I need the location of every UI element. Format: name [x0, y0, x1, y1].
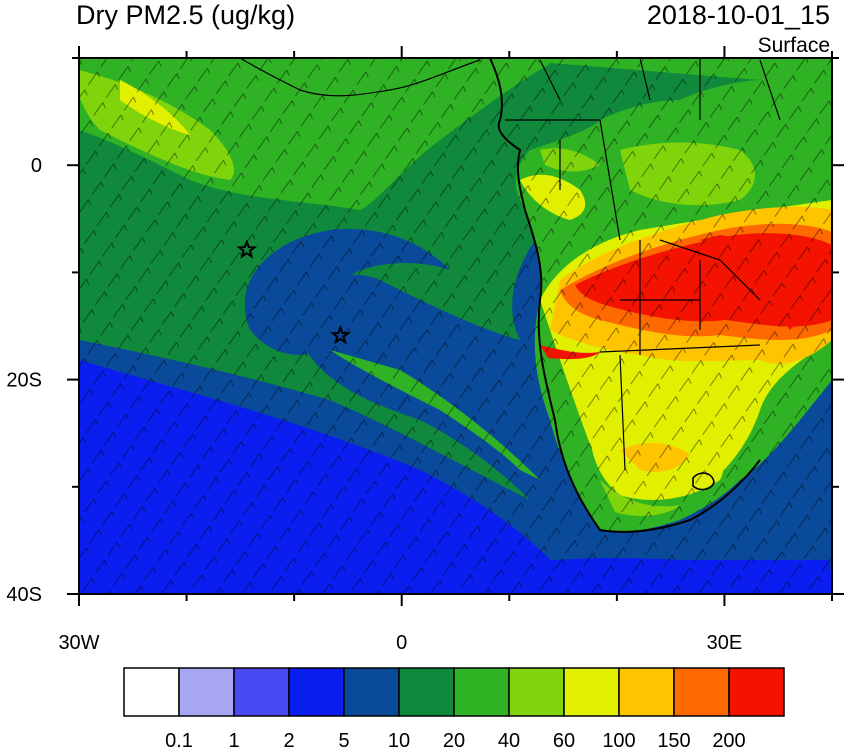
pm25-field: [79, 58, 832, 594]
colorbar-label: 5: [338, 730, 349, 750]
colorbar-label: 150: [657, 730, 690, 750]
colorbar-swatch: [508, 667, 565, 717]
colorbar-label: 1: [228, 730, 239, 750]
colorbar-label: 100: [602, 730, 635, 750]
colorbar-label: 0.1: [165, 730, 193, 750]
colorbar-swatch: [288, 667, 345, 717]
valid-time: 2018-10-01_15: [646, 0, 830, 30]
colorbar-labels: 0.1 1 2 5 10 20 40 60 100 150 200: [165, 730, 746, 750]
y-tick-label: 0: [31, 155, 42, 177]
colorbar-label: 40: [498, 730, 520, 750]
colorbar-swatch: [728, 667, 785, 717]
x-tick-label: 30W: [58, 632, 99, 654]
level-label: Surface: [757, 34, 830, 57]
colorbar-swatch: [233, 667, 290, 717]
x-tick-label: 0: [396, 632, 407, 654]
colorbar-swatch: [398, 667, 455, 717]
colorbar-label: 10: [388, 730, 410, 750]
colorbar-swatch: [178, 667, 235, 717]
colorbar-swatch: [618, 667, 675, 717]
star-marker: [330, 324, 351, 345]
y-tick-label: 20S: [6, 370, 42, 392]
colorbar-swatch: [453, 667, 510, 717]
colorbar-label: 20: [443, 730, 465, 750]
plot-frame: [78, 57, 833, 595]
colorbar-swatch: [123, 667, 180, 717]
axis-ticks: [67, 46, 844, 606]
station-markers: [236, 239, 351, 345]
axis-labels: 30W 0 30E 0 20S 40S: [6, 155, 742, 654]
plot-title: Dry PM2.5 (ug/kg): [76, 0, 296, 30]
colorbar-label: 2: [283, 730, 294, 750]
colorbar-swatch: [343, 667, 400, 717]
colorbar-label: 60: [553, 730, 575, 750]
y-tick-label: 40S: [6, 584, 42, 606]
colorbar-swatch: [563, 667, 620, 717]
star-marker: [236, 239, 258, 259]
x-tick-label: 30E: [707, 632, 743, 654]
colorbar-label: 200: [712, 730, 745, 750]
colorbar: [123, 667, 785, 717]
colorbar-swatch: [673, 667, 730, 717]
